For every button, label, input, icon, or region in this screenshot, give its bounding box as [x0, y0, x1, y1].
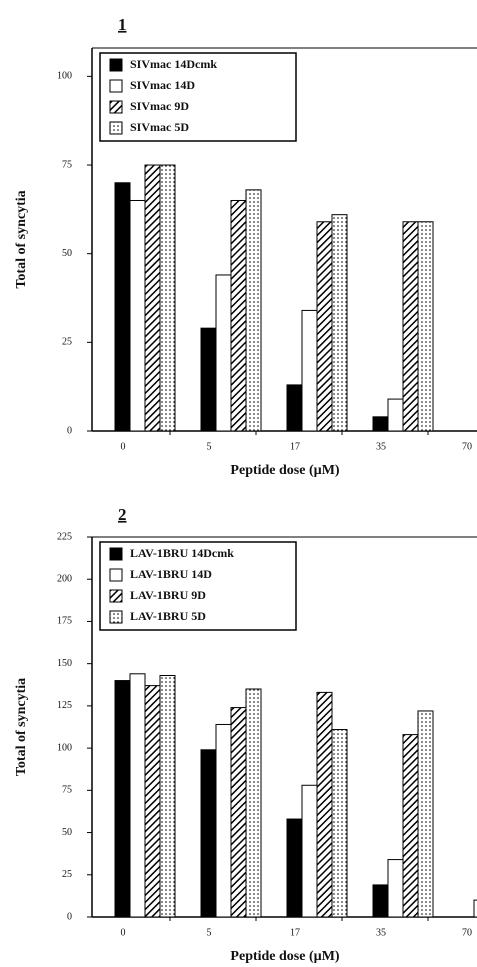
x-tick-label: 0 [121, 441, 126, 452]
chart-title: 1 [118, 15, 127, 34]
bar [372, 416, 389, 432]
bar [215, 274, 232, 432]
y-tick-label: 75 [62, 785, 72, 796]
bar [144, 685, 161, 918]
legend-label: SIVmac 5D [130, 120, 189, 134]
bar [200, 749, 217, 918]
bar [387, 859, 404, 918]
y-axis-label: Total of syncytia [14, 678, 29, 776]
x-tick-label: 5 [207, 927, 212, 938]
bar [129, 673, 146, 918]
bar [114, 182, 131, 432]
legend-swatch [109, 610, 123, 624]
x-tick-label: 17 [290, 441, 300, 452]
bar [286, 818, 303, 918]
bar [215, 723, 232, 918]
bar [144, 164, 161, 432]
x-tick-label: 5 [207, 441, 212, 452]
legend-label: LAV-1BRU 14D [130, 567, 212, 581]
y-tick-label: 0 [67, 911, 72, 922]
bar [372, 884, 389, 918]
x-tick-label: 35 [376, 441, 386, 452]
bar [301, 309, 318, 432]
bar [129, 199, 146, 432]
bar [245, 189, 262, 432]
legend-swatch [109, 547, 123, 561]
bar [387, 398, 404, 432]
legend-label: SIVmac 9D [130, 99, 189, 113]
bar [286, 384, 303, 432]
y-tick-label: 225 [57, 531, 72, 542]
y-tick-label: 25 [62, 869, 72, 880]
bar [159, 674, 176, 918]
y-tick-label: 100 [57, 742, 72, 753]
y-tick-label: 25 [62, 337, 72, 348]
legend-swatch [109, 568, 123, 582]
y-tick-label: 175 [57, 616, 72, 627]
legend-box [99, 541, 297, 631]
legend-label: LAV-1BRU 5D [130, 609, 206, 623]
x-tick-label: 70 [462, 927, 472, 938]
y-tick-label: 50 [62, 248, 72, 259]
legend-label: LAV-1BRU 9D [130, 588, 206, 602]
bar [402, 221, 419, 432]
bar [114, 680, 131, 918]
bar [402, 734, 419, 918]
bar [473, 899, 477, 918]
bar [230, 199, 247, 432]
bar [331, 729, 348, 918]
legend-swatch [109, 589, 123, 603]
bar [200, 327, 217, 432]
legend-label: LAV-1BRU 14Dcmk [130, 546, 234, 560]
legend-label: SIVmac 14Dcmk [130, 57, 217, 71]
legend-label: SIVmac 14D [130, 78, 195, 92]
y-tick-label: 150 [57, 658, 72, 669]
legend-box [99, 52, 297, 142]
bar [245, 688, 262, 918]
x-tick-label: 70 [462, 441, 472, 452]
bar [417, 221, 434, 432]
x-axis-label: Peptide dose (µM) [230, 949, 339, 964]
bar [230, 707, 247, 918]
y-tick-label: 100 [57, 71, 72, 82]
y-tick-label: 0 [67, 425, 72, 436]
legend-swatch [109, 79, 123, 93]
y-tick-label: 50 [62, 827, 72, 838]
y-tick-label: 125 [57, 700, 72, 711]
x-tick-label: 35 [376, 927, 386, 938]
x-axis-label: Peptide dose (µM) [230, 463, 339, 478]
bar [331, 214, 348, 432]
bar [159, 164, 176, 432]
legend-swatch [109, 121, 123, 135]
y-axis-label: Total of syncytia [14, 190, 29, 288]
bar [301, 784, 318, 918]
y-tick-label: 200 [57, 574, 72, 585]
x-tick-label: 17 [290, 927, 300, 938]
x-tick-label: 0 [121, 927, 126, 938]
legend-swatch [109, 100, 123, 114]
legend-swatch [109, 58, 123, 72]
bar [417, 710, 434, 918]
y-tick-label: 75 [62, 159, 72, 170]
bar [316, 691, 333, 918]
bar [316, 221, 333, 432]
chart-title: 2 [118, 505, 127, 524]
